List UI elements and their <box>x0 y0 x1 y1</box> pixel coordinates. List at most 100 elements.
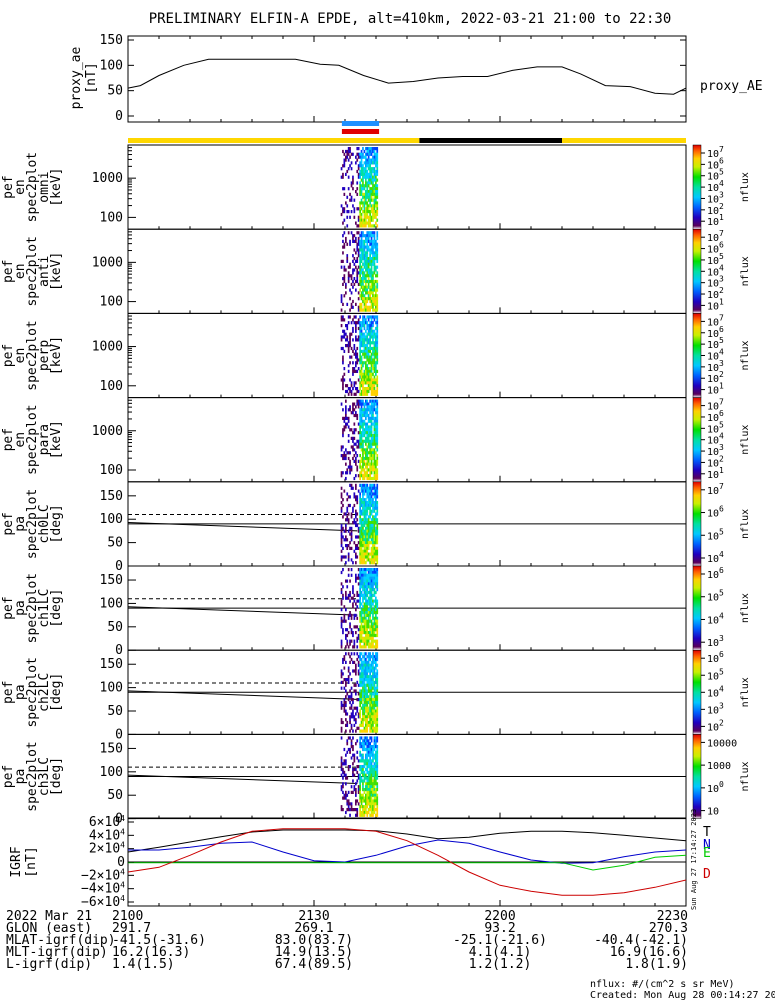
spectrogram-pixel <box>353 639 356 643</box>
colorbar-tick-label: 103 <box>707 443 724 458</box>
spectrogram-pixel <box>350 428 353 432</box>
spectrogram-pixel <box>343 187 346 191</box>
spectrogram-pixel <box>367 631 370 635</box>
spectrogram-pixel <box>342 172 344 176</box>
spectrogram-pixel <box>343 538 346 542</box>
spectrogram-pixel <box>360 431 363 435</box>
spectrogram-pixel <box>362 184 364 188</box>
spectrogram-pixel <box>346 169 349 174</box>
spectrogram-pixel <box>363 788 366 792</box>
spectrogram-pixel <box>360 277 363 281</box>
spectrogram-pixel <box>340 767 343 772</box>
spectrogram-pixel <box>373 358 376 362</box>
spectrogram-pixel <box>357 291 360 295</box>
spectrogram-pixel <box>366 204 369 208</box>
spectrogram-pixel <box>365 288 367 292</box>
spectrogram-pixel <box>340 555 343 559</box>
spectrogram-pixel <box>362 282 364 286</box>
spectrogram-pixel <box>372 416 374 420</box>
spectrogram-pixel <box>360 652 363 656</box>
spectrogram-pixel <box>376 282 379 286</box>
spectrogram-pixel <box>362 686 364 690</box>
colorbar-tick-label: 105 <box>707 527 724 542</box>
spectrogram-pixel <box>352 753 354 757</box>
spectrogram-pixel <box>375 164 377 168</box>
spectrogram-pixel <box>376 652 379 656</box>
spectrogram-pixel <box>363 718 366 722</box>
spectrogram-pixel <box>370 718 373 722</box>
spectrogram-pixel <box>365 456 367 461</box>
spectrogram-pixel <box>375 718 377 722</box>
spectrogram-pixel <box>343 372 346 376</box>
spectrogram-pixel <box>352 700 354 705</box>
spectrogram-pixel <box>342 239 344 243</box>
spectrogram-pixel <box>342 762 344 766</box>
colorbar-tick-label: 102 <box>707 718 724 733</box>
spectrogram-pixel <box>367 642 370 646</box>
spectrogram-pixel <box>375 633 377 638</box>
spectrogram-pixel <box>372 169 374 174</box>
spectrogram-pixel <box>366 402 369 406</box>
spectrogram-pixel <box>369 349 371 353</box>
spectrogram-pixel <box>360 201 363 205</box>
spectrogram-pixel <box>343 703 346 707</box>
spectrogram-pixel <box>370 326 373 331</box>
spectrogram-pixel <box>353 616 356 620</box>
spectrogram-pixel <box>357 660 360 664</box>
spectrogram-pixel <box>359 813 361 817</box>
spectrogram-pixel <box>366 364 369 368</box>
spectrogram-pixel <box>342 790 344 794</box>
spectrogram-pixel <box>367 686 370 690</box>
spectrogram-pixel <box>350 616 353 620</box>
spectrogram-pixel <box>346 720 349 725</box>
spectrogram-pixel <box>359 431 361 435</box>
spectrogram-pixel <box>360 729 363 733</box>
spectrogram-pixel <box>345 422 347 426</box>
spectrogram-pixel <box>370 663 373 667</box>
spectrogram-pixel <box>365 355 367 359</box>
spectrogram-pixel <box>347 573 350 577</box>
spectrogram-pixel <box>345 172 347 176</box>
spectrogram-pixel <box>376 257 379 261</box>
spectrogram-pixel <box>369 448 371 452</box>
spectrogram-pixel <box>355 483 357 487</box>
spectrogram-pixel <box>375 161 377 165</box>
spectrogram-pixel <box>376 521 379 525</box>
xaxis-row-label: L-igrf(dip) <box>6 957 92 972</box>
spectrogram-pixel <box>353 282 356 286</box>
spectrogram-pixel <box>376 582 379 586</box>
spectrogram-pixel <box>376 495 379 499</box>
xaxis-value-time: 2230 <box>657 909 688 924</box>
spectrogram-pixel <box>359 204 361 208</box>
spectrogram-pixel <box>340 805 343 809</box>
spectrogram-pixel <box>367 375 370 379</box>
spectrogram-pixel <box>352 596 354 600</box>
spectrogram-pixel <box>375 599 377 603</box>
spectrogram-pixel <box>363 245 366 249</box>
spectrogram-pixel <box>343 770 346 774</box>
spectrogram-pixel <box>365 411 367 415</box>
spectrogram-pixel <box>360 549 363 553</box>
spectrogram-pixel <box>376 715 379 719</box>
spectrogram-pixel <box>375 813 377 817</box>
spectrogram-pixel <box>365 645 367 649</box>
spectrogram-pixel <box>373 576 376 580</box>
spectrogram-pixel <box>370 706 373 710</box>
spectrogram-pixel <box>359 321 361 325</box>
colorbar-tick-label: 104 <box>707 432 724 447</box>
spectrogram-pixel <box>370 585 373 589</box>
spectrogram-pixel <box>376 747 379 752</box>
xaxis-value-glon: 270.3 <box>649 921 688 936</box>
spectrogram-pixel <box>346 257 349 261</box>
colorbar-tick-label: 10000 <box>707 738 737 749</box>
spectrogram-pixel <box>343 773 346 777</box>
spectrogram-pixel <box>359 810 361 815</box>
spectrogram-pixel <box>349 802 351 806</box>
spectrogram-pixel <box>366 399 369 403</box>
spectrogram-pixel <box>359 192 361 196</box>
spectrogram-pixel <box>363 776 366 780</box>
spectrogram-pixel <box>376 492 379 496</box>
spectrogram-pixel <box>353 718 356 722</box>
spectrogram-pixel <box>345 596 347 600</box>
spectrogram-pixel <box>360 389 363 394</box>
